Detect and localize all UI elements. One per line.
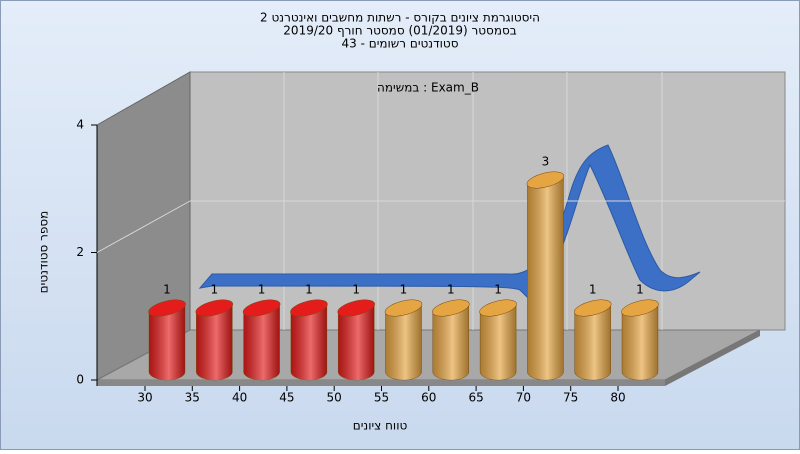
x-tick-label: 55 xyxy=(374,391,389,405)
bar-top xyxy=(242,299,281,317)
bar-top xyxy=(573,299,612,317)
value-label: 1 xyxy=(589,283,597,297)
subtitle: במשימה : Exam_B xyxy=(377,81,479,95)
bar-top xyxy=(432,299,470,317)
bar xyxy=(573,299,612,381)
title-line: בסמסטר (01/2019) סמסטר חורף 2019/20 xyxy=(283,24,516,38)
x-tick-label: 65 xyxy=(468,391,483,405)
bar-shine xyxy=(290,304,327,380)
bar xyxy=(384,299,423,381)
fit-curve xyxy=(198,144,701,299)
bar-top xyxy=(384,299,423,317)
bar xyxy=(621,299,659,381)
x-tick-label: 45 xyxy=(279,391,294,405)
bar-top xyxy=(195,299,234,317)
bar-shine xyxy=(527,176,564,380)
bar-shine xyxy=(196,304,233,380)
bar xyxy=(432,299,470,381)
bar-top xyxy=(621,299,659,317)
y-tick-label: 0 xyxy=(76,373,84,387)
bar-top xyxy=(290,299,328,317)
y-axis-title: מספר סטודנטים xyxy=(37,211,51,294)
x-tick-label: 40 xyxy=(232,391,247,405)
title: היסטוגרמת ציונים בקורס - רשתות מחשבים וא… xyxy=(260,11,540,51)
y-tick-label: 2 xyxy=(76,245,84,259)
bar-top xyxy=(337,299,375,317)
bar-shine xyxy=(432,304,469,380)
y-tick-label: 4 xyxy=(76,118,84,132)
grid-line xyxy=(96,200,191,253)
bar xyxy=(242,299,281,381)
bar-shine xyxy=(338,304,375,380)
value-label: 1 xyxy=(636,283,644,297)
floor-edge xyxy=(665,330,760,386)
bar xyxy=(526,171,565,381)
title-line: סטודנטים רשומים - 43 xyxy=(341,37,458,51)
value-label: 1 xyxy=(447,283,455,297)
x-tick-label: 35 xyxy=(185,391,200,405)
x-tick-label: 75 xyxy=(563,391,578,405)
bar xyxy=(337,299,375,381)
bar-shine xyxy=(480,304,517,380)
bar xyxy=(479,299,517,381)
value-label: 1 xyxy=(494,283,502,297)
bar-shine xyxy=(574,304,611,380)
bar-top xyxy=(148,299,186,317)
bar xyxy=(195,299,234,381)
x-tick-label: 60 xyxy=(421,391,436,405)
x-tick-label: 70 xyxy=(516,391,531,405)
x-tick-label: 50 xyxy=(327,391,342,405)
value-label: 1 xyxy=(305,283,313,297)
bar-shine xyxy=(149,304,185,380)
x-tick-label: 30 xyxy=(137,391,152,405)
value-label: 1 xyxy=(163,283,171,297)
value-label: 1 xyxy=(258,283,266,297)
x-tick-label: 80 xyxy=(610,391,625,405)
floor-edge xyxy=(97,380,665,386)
value-label: 1 xyxy=(210,283,218,297)
bar xyxy=(148,299,186,381)
bar-top xyxy=(526,171,565,189)
bar xyxy=(290,299,328,381)
x-axis-title: טווח ציונים xyxy=(353,419,408,433)
value-label: 3 xyxy=(542,155,550,169)
bar-shine xyxy=(243,304,280,380)
value-label: 1 xyxy=(352,283,360,297)
bar-shine xyxy=(622,304,658,380)
bar-shine xyxy=(385,304,422,380)
title-line: היסטוגרמת ציונים בקורס - רשתות מחשבים וא… xyxy=(260,11,540,25)
bar-top xyxy=(479,299,517,317)
value-label: 1 xyxy=(400,283,408,297)
